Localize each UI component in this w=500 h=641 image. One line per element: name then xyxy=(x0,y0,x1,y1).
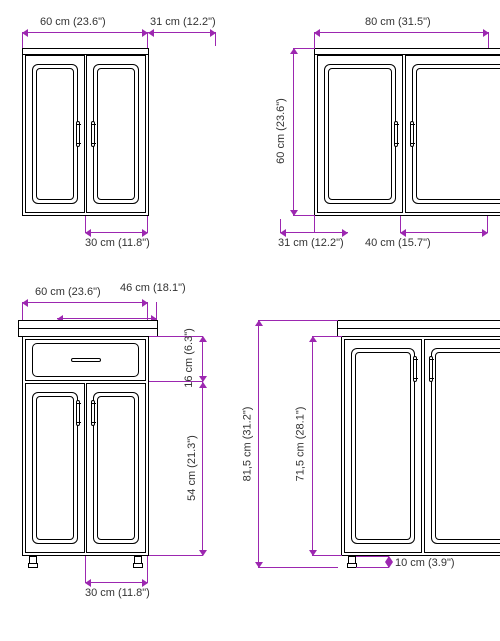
c1-depth-dim xyxy=(148,32,216,33)
c4-door-right xyxy=(424,339,500,553)
handle-icon xyxy=(413,356,417,382)
c2-width-dim xyxy=(314,32,489,33)
c1-width-label: 60 cm (23.6") xyxy=(40,16,106,28)
c2-door-left xyxy=(317,55,403,213)
c3-door-right xyxy=(86,383,146,553)
c3-doorw-dim xyxy=(85,582,148,583)
c4-door-left xyxy=(344,339,422,553)
foot-icon xyxy=(348,556,356,566)
c1-width-dim xyxy=(22,32,148,33)
c4-total-h-dim xyxy=(258,320,259,568)
c4-body-h-dim xyxy=(312,336,313,556)
c3-doorw-label: 30 cm (11.8") xyxy=(85,587,150,599)
c4-foot-h-label: 10 cm (3.9") xyxy=(395,557,455,569)
c2-height-dim xyxy=(293,48,294,216)
cabinet-1 xyxy=(22,48,149,216)
c2-width-label: 80 cm (31.5") xyxy=(365,16,431,28)
c2-depth-label: 31 cm (12.2") xyxy=(278,237,344,249)
c4-body-h-label: 71,5 cm (28.1") xyxy=(294,407,306,482)
c4-total-h-label: 81,5 cm (31.2") xyxy=(241,407,253,482)
c3-counter-label: 46 cm (18.1") xyxy=(120,282,186,294)
handle-icon xyxy=(394,121,398,147)
c2-doorw-dim xyxy=(400,232,488,233)
c3-door-left xyxy=(25,383,85,553)
cabinet-3 xyxy=(22,336,149,556)
foot-icon xyxy=(29,556,37,566)
c2-height-label: 60 cm (23.6") xyxy=(275,98,287,164)
c3-drawer-h-label: 16 cm (6.3") xyxy=(183,328,195,388)
handle-icon xyxy=(76,400,80,426)
c3-drawer xyxy=(25,339,146,381)
c3-door-h-label: 54 cm (21.3") xyxy=(186,435,198,501)
c2-depth-dim xyxy=(280,232,348,233)
c3-drawer-h-dim xyxy=(202,336,203,382)
c3-door-h-dim xyxy=(202,382,203,556)
c2-doorw-label: 40 cm (15.7") xyxy=(365,237,431,249)
c3-width-dim xyxy=(22,302,148,303)
c2-door-right xyxy=(405,55,500,213)
handle-icon xyxy=(71,358,101,362)
foot-icon xyxy=(134,556,142,566)
c1-depth-label: 31 cm (12.2") xyxy=(150,16,216,28)
handle-icon xyxy=(429,356,433,382)
c1-doorw-label: 30 cm (11.8") xyxy=(85,237,150,249)
c1-door-left xyxy=(25,55,85,213)
c3-width-label: 60 cm (23.6") xyxy=(35,286,101,298)
c1-door-right xyxy=(86,55,146,213)
handle-icon xyxy=(91,121,95,147)
cabinet-4 xyxy=(341,336,500,556)
cabinet-2 xyxy=(314,48,500,216)
handle-icon xyxy=(91,400,95,426)
c3-counter-dim xyxy=(57,318,157,319)
c1-doorw-dim xyxy=(85,232,148,233)
handle-icon xyxy=(76,121,80,147)
handle-icon xyxy=(410,121,414,147)
